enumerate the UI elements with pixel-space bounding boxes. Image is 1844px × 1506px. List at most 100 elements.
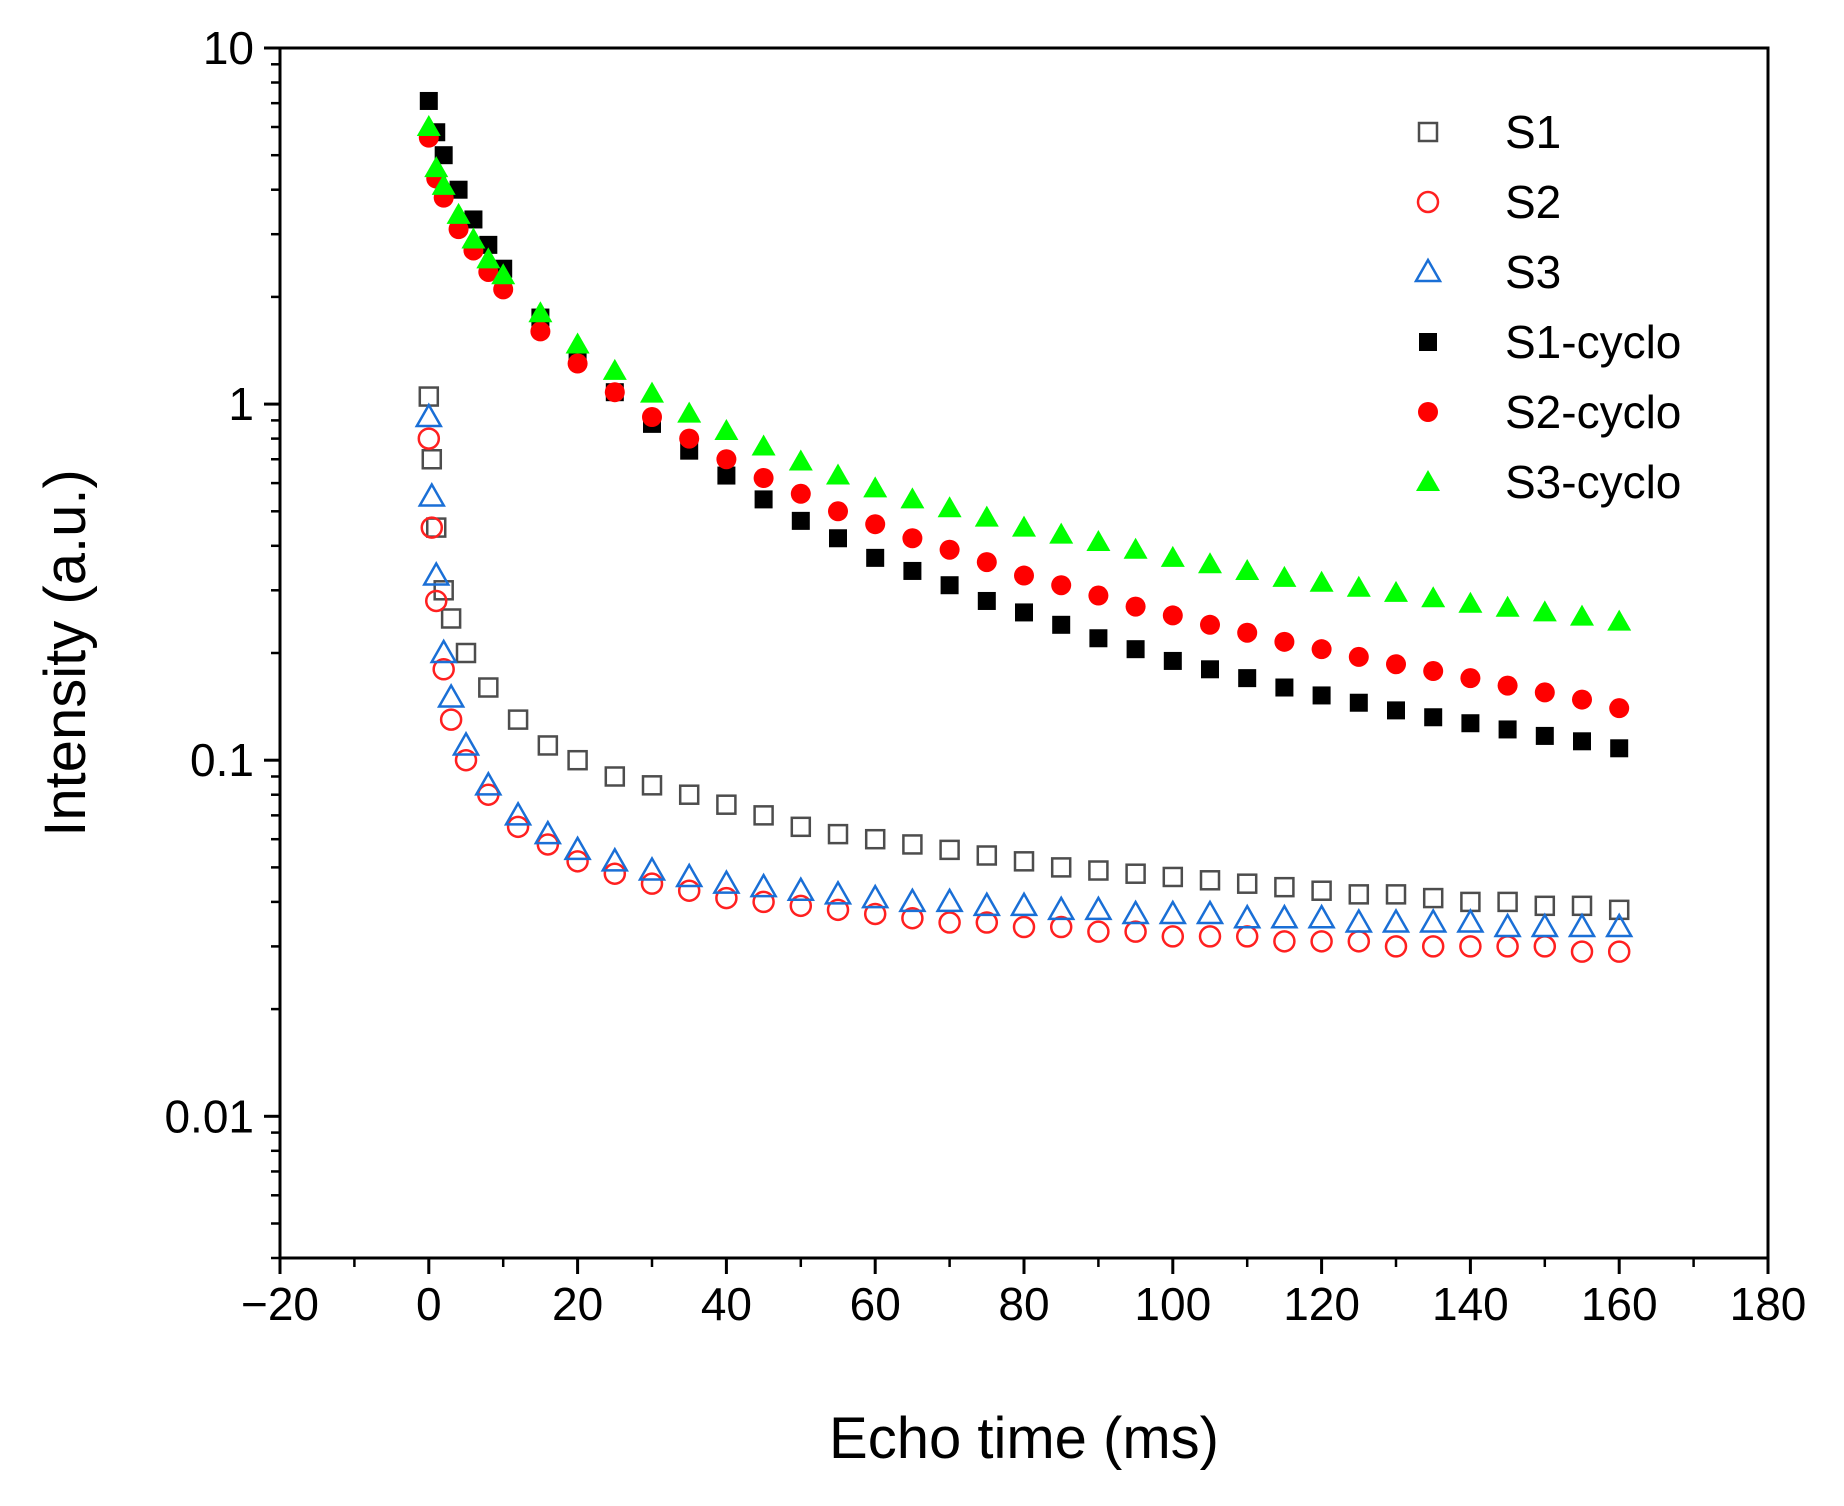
point-s2-cyclo [642, 406, 662, 427]
point-s1-cyclo [1089, 629, 1108, 648]
point-s1-cyclo [434, 146, 453, 165]
x-tick-label: 180 [1730, 1278, 1807, 1330]
legend-marker-s2-cyclo [1418, 402, 1438, 422]
point-s3 [1195, 899, 1225, 925]
point-s1-cyclo [1275, 678, 1294, 697]
point-s2-cyclo [1534, 682, 1555, 703]
point-s3 [1419, 908, 1448, 933]
point-s1-cyclo [866, 548, 885, 567]
point-s3 [1158, 899, 1187, 925]
point-s3 [1233, 903, 1262, 929]
point-s1 [790, 816, 812, 838]
point-s3-cyclo [1532, 600, 1557, 622]
point-s2-cyclo [1125, 596, 1146, 617]
series-s2 [417, 427, 1631, 963]
point-s3-cyclo [677, 401, 702, 423]
y-axis-title: Intensity (a.u.) [33, 469, 98, 836]
x-tick-label: −20 [241, 1278, 319, 1330]
point-s1 [902, 834, 923, 855]
point-s2-cyclo [493, 279, 514, 300]
point-s3-cyclo [1607, 609, 1632, 631]
point-s1 [1013, 851, 1035, 872]
point-s2-cyclo [1348, 646, 1369, 667]
x-tick-label: 140 [1432, 1278, 1509, 1330]
point-s1 [641, 775, 663, 796]
point-s2-cyclo [902, 528, 923, 549]
point-s3-cyclo [751, 434, 776, 456]
point-s1-cyclo [829, 529, 847, 548]
point-s1 [604, 766, 626, 787]
point-s2 [1198, 925, 1222, 948]
point-s2-cyclo [716, 449, 737, 470]
point-s2 [1459, 935, 1482, 958]
point-s3 [417, 482, 446, 507]
point-s3-cyclo [528, 301, 553, 323]
point-s3 [451, 730, 481, 756]
point-s1-cyclo [977, 591, 996, 610]
point-s3-cyclo [1346, 575, 1371, 597]
legend-label-s3: S3 [1505, 246, 1561, 298]
point-s1 [1571, 895, 1593, 917]
point-s2-cyclo [1572, 689, 1592, 710]
point-s3-cyclo [1495, 595, 1520, 617]
legend-item-s3: S3 [1413, 246, 1561, 298]
point-s2 [1496, 935, 1519, 958]
point-s1 [716, 794, 737, 815]
point-s3 [1270, 903, 1299, 929]
point-s3 [972, 891, 1001, 917]
point-s1-cyclo [1015, 603, 1033, 622]
point-s1 [1050, 857, 1072, 878]
point-s2 [1161, 925, 1185, 948]
point-s3-cyclo [1421, 586, 1446, 608]
point-s2 [1607, 940, 1631, 963]
point-s3 [637, 855, 667, 881]
point-s2 [1310, 930, 1333, 953]
point-s2 [901, 906, 924, 930]
point-s2 [938, 911, 961, 934]
point-s2 [1235, 925, 1259, 948]
point-s1 [455, 642, 477, 664]
point-s3 [1084, 895, 1113, 921]
point-s2-cyclo [1460, 668, 1481, 689]
point-s1-cyclo [1052, 615, 1071, 634]
point-s1-cyclo [464, 210, 483, 229]
point-s1-cyclo [1424, 708, 1443, 727]
legend-label-s1-cyclo: S1-cyclo [1505, 316, 1681, 368]
point-s1 [1199, 870, 1221, 891]
point-s2 [454, 748, 478, 772]
point-s3 [429, 638, 458, 664]
point-s1-cyclo [1461, 714, 1480, 733]
point-s3-cyclo [461, 227, 486, 249]
point-s3-cyclo [937, 496, 962, 518]
point-s2 [420, 516, 444, 539]
point-s2-cyclo [1014, 565, 1034, 586]
point-s2 [677, 879, 701, 902]
x-tick-label: 20 [552, 1278, 603, 1330]
point-s3-cyclo [1272, 565, 1297, 587]
point-s2-cyclo [1162, 605, 1183, 626]
legend-label-s2-cyclo: S2-cyclo [1505, 386, 1681, 438]
point-s3 [474, 770, 503, 796]
point-s1 [976, 845, 998, 866]
point-s1-cyclo [1349, 693, 1368, 712]
point-s2-cyclo [530, 321, 551, 342]
point-s3 [600, 846, 629, 872]
point-s3-cyclo [1012, 515, 1036, 537]
point-s1-cyclo [1498, 720, 1517, 739]
point-s2-cyclo [604, 382, 625, 403]
point-s2 [432, 658, 455, 681]
point-s2 [1384, 935, 1408, 958]
point-s1-cyclo [1312, 686, 1331, 705]
point-s1-cyclo [1573, 732, 1591, 751]
point-s2-cyclo [1497, 675, 1518, 696]
plot-marks [414, 91, 1634, 963]
y-axis: 0.01 0.1 1 10 [164, 22, 280, 1260]
point-s1-cyclo [1126, 640, 1145, 659]
point-s1 [827, 823, 849, 845]
point-s3 [1344, 908, 1373, 933]
point-s2 [1049, 915, 1073, 939]
x-tick-label: 120 [1283, 1278, 1360, 1330]
point-s2-cyclo [448, 219, 469, 240]
point-s3-cyclo [1086, 529, 1111, 551]
point-s3 [823, 879, 853, 905]
